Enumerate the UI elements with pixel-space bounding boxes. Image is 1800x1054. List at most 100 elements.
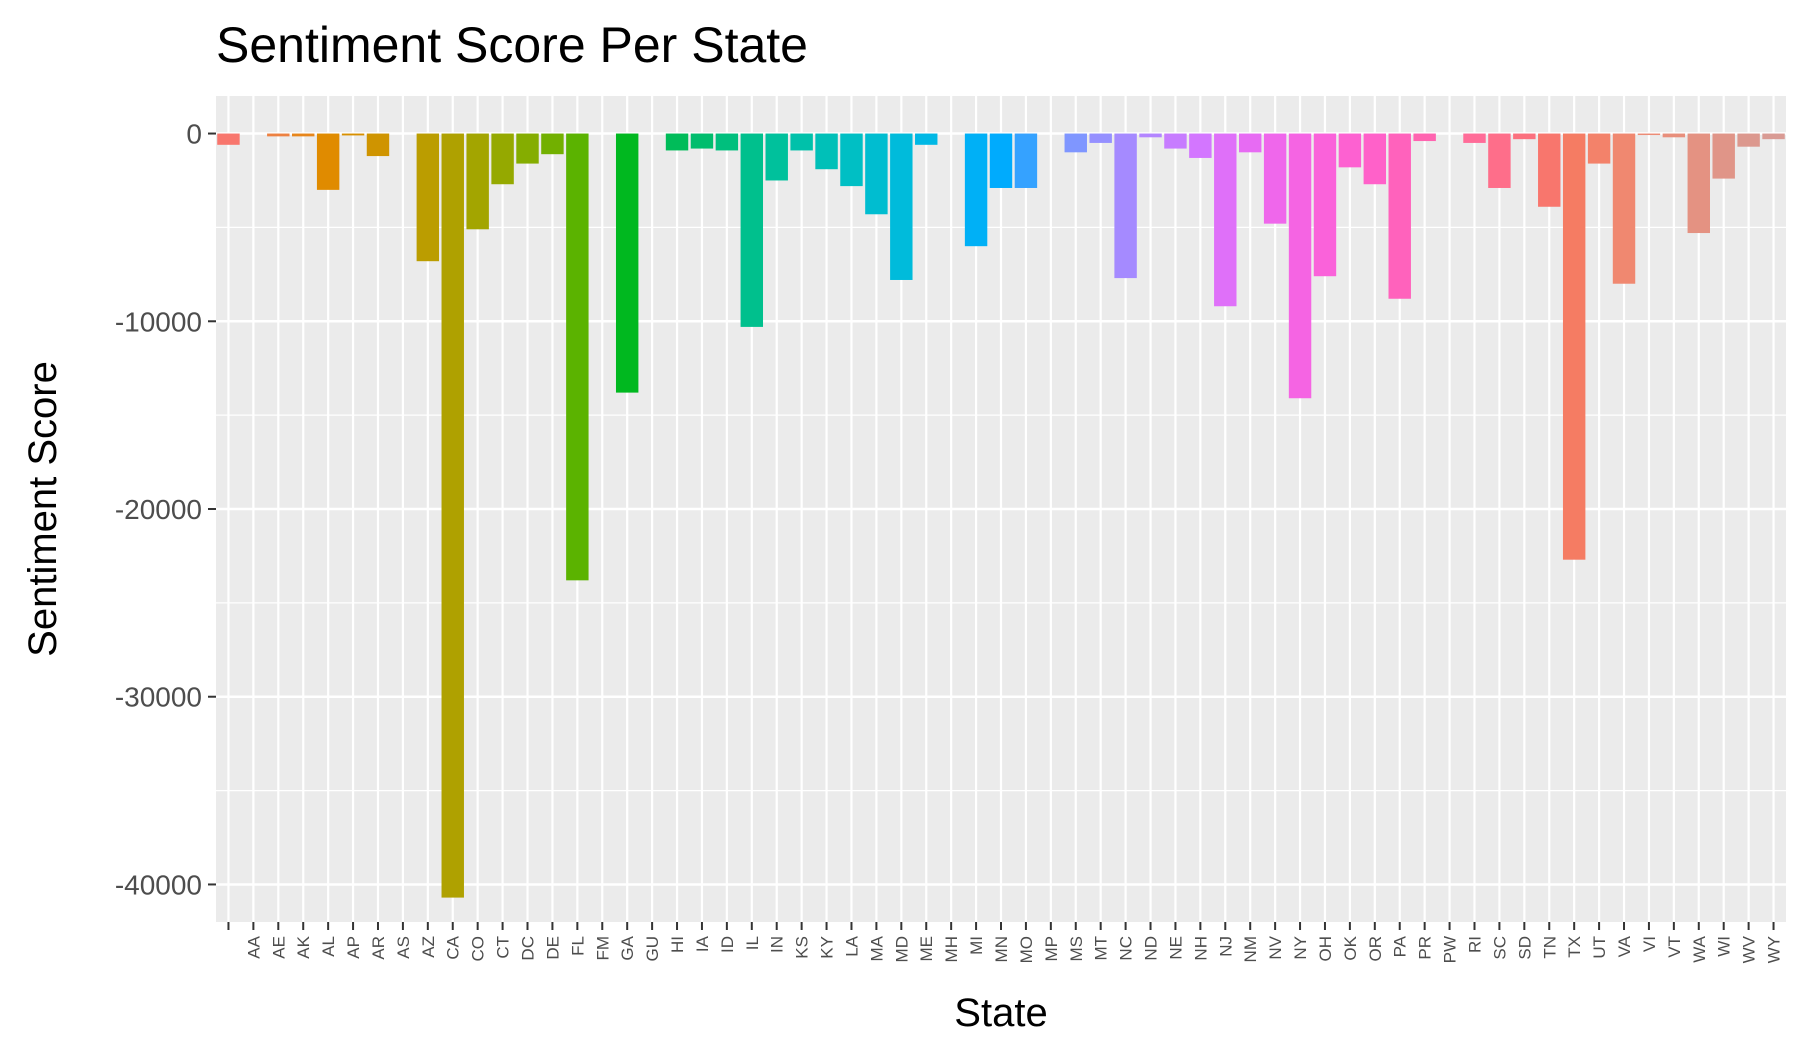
x-tick-label: CO <box>469 936 488 962</box>
x-tick-label: IN <box>768 936 787 953</box>
bar-MT <box>1089 133 1112 143</box>
bar-MS <box>1064 133 1087 153</box>
bar-AZ <box>416 133 440 262</box>
bar-NH <box>1189 133 1212 158</box>
bar-VT <box>1662 133 1686 138</box>
x-tick-label: TX <box>1565 936 1584 958</box>
bar-IN <box>765 133 788 181</box>
bar-SD <box>1513 133 1536 140</box>
bar-AP <box>341 133 365 136</box>
bar-UT <box>1587 133 1611 164</box>
x-tick-label: VT <box>1665 936 1684 958</box>
x-tick-label: MO <box>1017 936 1036 963</box>
bar-DC <box>516 133 539 164</box>
bar-AE <box>267 133 290 137</box>
bar-MI <box>964 133 988 247</box>
bar-HI <box>665 133 689 151</box>
x-tick-label: AE <box>269 936 288 959</box>
x-tick-label: OH <box>1316 936 1335 962</box>
x-tick-label: KS <box>793 936 812 959</box>
bar-WI <box>1712 133 1735 179</box>
bar-CO <box>466 133 489 230</box>
x-tick-label: NE <box>1166 936 1185 960</box>
bar-NM <box>1238 133 1262 153</box>
x-tick-label: MI <box>967 936 986 955</box>
x-tick-label: SD <box>1515 936 1534 960</box>
bar-CT <box>491 133 514 185</box>
y-axis: 0 -10000 -20000 -30000 -40000 <box>115 119 216 900</box>
x-tick-label: LA <box>842 935 861 956</box>
x-tick-label: UT <box>1590 936 1609 959</box>
grid-layer <box>216 96 1786 922</box>
bar-WA <box>1687 133 1710 234</box>
bar-ID <box>715 133 739 151</box>
x-tick-label: WY <box>1765 936 1784 963</box>
bars-layer <box>217 133 1785 898</box>
bar-OR <box>1363 133 1387 185</box>
x-tick-label: OR <box>1366 936 1385 962</box>
x-tick-label: RI <box>1465 936 1484 953</box>
bar-ND <box>1139 133 1162 138</box>
x-tick-label: WA <box>1690 935 1709 962</box>
x-tick-label: GU <box>643 936 662 962</box>
x-tick-label: NM <box>1241 936 1260 962</box>
bar-AK <box>292 133 315 137</box>
x-tick-label: MT <box>1092 936 1111 961</box>
x-tick-label: MH <box>942 936 961 962</box>
x-axis: AA AE AK AL AP AR AS AZ CA CO CT DC DE FL FM GA GU HI IA ID… <box>227 922 1784 963</box>
x-tick-label: AL <box>319 936 338 957</box>
y-axis-title: Sentiment Score <box>21 361 65 657</box>
x-tick-label: IA <box>693 935 712 952</box>
bar-VA <box>1612 133 1636 284</box>
x-axis-title: State <box>954 991 1047 1035</box>
bar-MO <box>1014 133 1038 188</box>
bar-VI <box>1637 133 1661 136</box>
x-tick-label: IL <box>743 936 762 950</box>
x-tick-label: DC <box>519 936 538 961</box>
bar-MD <box>890 133 913 280</box>
bar-OH <box>1313 133 1337 277</box>
x-tick-label: VI <box>1640 936 1659 952</box>
x-tick-label: AR <box>369 936 388 960</box>
x-tick-label: CT <box>494 936 513 959</box>
bar-SC <box>1488 133 1511 188</box>
x-tick-label: NH <box>1191 936 1210 961</box>
y-tick-label: -20000 <box>115 494 202 525</box>
x-tick-label: ME <box>917 936 936 962</box>
y-tick-label: 0 <box>186 119 202 150</box>
y-tick-label: -30000 <box>115 682 202 713</box>
bar-TN <box>1538 133 1561 207</box>
x-tick-label: AK <box>294 935 313 958</box>
bar-NE <box>1164 133 1187 149</box>
bar-GA <box>615 133 639 393</box>
x-tick-label: NV <box>1266 935 1285 959</box>
x-tick-label: PR <box>1416 936 1435 960</box>
bar-NV <box>1263 133 1287 224</box>
x-tick-label: PW <box>1441 936 1460 963</box>
bar-AR <box>366 133 390 157</box>
bar-AL <box>316 133 340 190</box>
x-tick-label: NY <box>1291 936 1310 960</box>
bar-RI <box>1463 133 1486 143</box>
bar-MA <box>865 133 888 215</box>
bar-IL <box>740 133 764 327</box>
bar-NJ <box>1214 133 1237 307</box>
x-tick-label: AP <box>344 936 363 959</box>
bar-TX <box>1562 133 1586 560</box>
bar-NY <box>1288 133 1312 399</box>
x-tick-label: FL <box>568 936 587 956</box>
x-tick-label: FM <box>593 936 612 961</box>
x-tick-label: MP <box>1042 936 1061 962</box>
bar-KY <box>815 133 838 170</box>
x-tick-label: MN <box>992 936 1011 962</box>
chart-title: Sentiment Score Per State <box>216 17 808 73</box>
x-tick-label: AA <box>244 935 263 958</box>
bar-PR <box>1413 133 1436 142</box>
x-tick-label: MD <box>892 936 911 962</box>
x-tick-label: MS <box>1067 936 1086 962</box>
x-tick-label: SC <box>1490 936 1509 960</box>
x-tick-label: HI <box>668 936 687 953</box>
bar-blank <box>217 133 240 145</box>
x-tick-label: ND <box>1142 936 1161 961</box>
